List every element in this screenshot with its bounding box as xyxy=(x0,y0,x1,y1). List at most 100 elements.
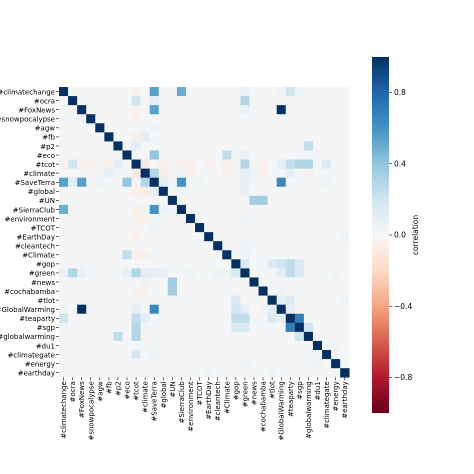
heatmap-cell xyxy=(222,277,232,287)
heatmap-cell xyxy=(185,350,196,360)
heatmap-cell xyxy=(122,322,132,333)
heatmap-cell xyxy=(86,96,96,106)
heatmap-cell xyxy=(176,96,187,106)
heatmap-cell xyxy=(213,286,223,296)
x-tick-label: #fb xyxy=(105,381,113,394)
heatmap-cell xyxy=(213,141,223,151)
heatmap-cell xyxy=(222,204,232,215)
heatmap-cell xyxy=(77,295,87,305)
heatmap-cell xyxy=(167,286,178,296)
heatmap-cell xyxy=(267,286,277,296)
heatmap-cell xyxy=(122,331,132,342)
heatmap-cell xyxy=(86,350,96,360)
heatmap-cell xyxy=(104,331,114,342)
heatmap-cell xyxy=(149,241,160,251)
heatmap-cell xyxy=(276,105,287,115)
heatmap-cell xyxy=(312,340,323,351)
heatmap-cell xyxy=(95,186,105,197)
heatmap-cell xyxy=(95,304,105,315)
heatmap-cell xyxy=(340,322,350,333)
heatmap-cell xyxy=(312,168,323,178)
heatmap-cell xyxy=(195,195,205,206)
y-tick-label: #ocra xyxy=(34,97,55,105)
heatmap-cell xyxy=(276,223,287,233)
heatmap-cell xyxy=(77,123,87,133)
heatmap-cell xyxy=(276,331,287,342)
heatmap-cell xyxy=(240,177,250,188)
heatmap-cell xyxy=(331,295,341,305)
heatmap-cell xyxy=(303,331,314,342)
heatmap-cell xyxy=(331,223,341,233)
heatmap-cell xyxy=(68,359,78,369)
heatmap-cell xyxy=(285,250,296,260)
heatmap-cell xyxy=(77,331,87,342)
heatmap-cell xyxy=(204,304,214,315)
heatmap-cell xyxy=(231,241,241,251)
heatmap-cell xyxy=(185,105,196,115)
heatmap-cell xyxy=(340,277,350,287)
heatmap-cell xyxy=(312,359,323,369)
heatmap-cell xyxy=(104,96,114,106)
heatmap-cell xyxy=(231,213,241,224)
heatmap-cell xyxy=(185,322,196,333)
heatmap-cell xyxy=(213,250,223,260)
heatmap-cell xyxy=(167,159,178,169)
heatmap-cell xyxy=(176,150,187,160)
x-tick-label: #p2 xyxy=(114,381,122,396)
heatmap-cell xyxy=(140,87,150,97)
heatmap-cell xyxy=(185,232,196,242)
heatmap-cell xyxy=(158,350,169,360)
y-tick-label: #news xyxy=(31,279,55,287)
heatmap-cell xyxy=(240,204,250,215)
heatmap-cell xyxy=(59,141,69,151)
heatmap-cell xyxy=(322,168,332,178)
heatmap-cell xyxy=(185,123,196,133)
heatmap-cell xyxy=(122,96,132,106)
heatmap-cell xyxy=(195,141,205,151)
heatmap-cell xyxy=(294,168,305,178)
heatmap-cell xyxy=(122,241,132,251)
heatmap-cell xyxy=(231,368,241,378)
heatmap-cell xyxy=(267,96,277,106)
heatmap-cell xyxy=(331,168,341,178)
heatmap-cell xyxy=(240,232,250,242)
heatmap-cell xyxy=(222,241,232,251)
heatmap-cell xyxy=(158,204,169,215)
heatmap-cell xyxy=(294,331,305,342)
heatmap-cell xyxy=(113,350,123,360)
heatmap-cell xyxy=(185,223,196,233)
heatmap-cell xyxy=(185,195,196,206)
heatmap-cell xyxy=(195,268,205,278)
heatmap-cell xyxy=(131,331,141,342)
heatmap-cell xyxy=(104,204,114,215)
x-tick-label: #earthday xyxy=(341,381,349,418)
heatmap-cell xyxy=(222,168,232,178)
y-tick-label: #cleantech xyxy=(15,243,55,251)
heatmap-cell xyxy=(294,141,305,151)
heatmap-cell xyxy=(340,331,350,342)
heatmap-cell xyxy=(249,141,259,151)
heatmap-cell xyxy=(95,177,105,188)
heatmap-cell xyxy=(285,96,296,106)
heatmap-cell xyxy=(258,213,268,224)
heatmap-cell xyxy=(322,304,332,315)
heatmap-cell xyxy=(68,350,78,360)
heatmap-cell xyxy=(303,322,314,333)
heatmap-cell xyxy=(322,250,332,260)
heatmap-cell xyxy=(204,123,214,133)
heatmap-cell xyxy=(131,286,141,296)
heatmap-cell xyxy=(249,105,259,115)
heatmap-cell xyxy=(104,132,114,142)
heatmap-cell xyxy=(240,304,250,315)
heatmap-cell xyxy=(68,195,78,206)
heatmap-cell xyxy=(86,359,96,369)
heatmap-cell xyxy=(104,186,114,197)
heatmap-cell xyxy=(249,304,259,315)
heatmap-cell xyxy=(276,313,287,324)
heatmap-cell xyxy=(149,186,160,197)
heatmap-cell xyxy=(59,114,69,124)
heatmap-cell xyxy=(213,277,223,287)
heatmap-cell xyxy=(285,340,296,351)
heatmap-cell xyxy=(303,232,314,242)
heatmap-cell xyxy=(294,213,305,224)
